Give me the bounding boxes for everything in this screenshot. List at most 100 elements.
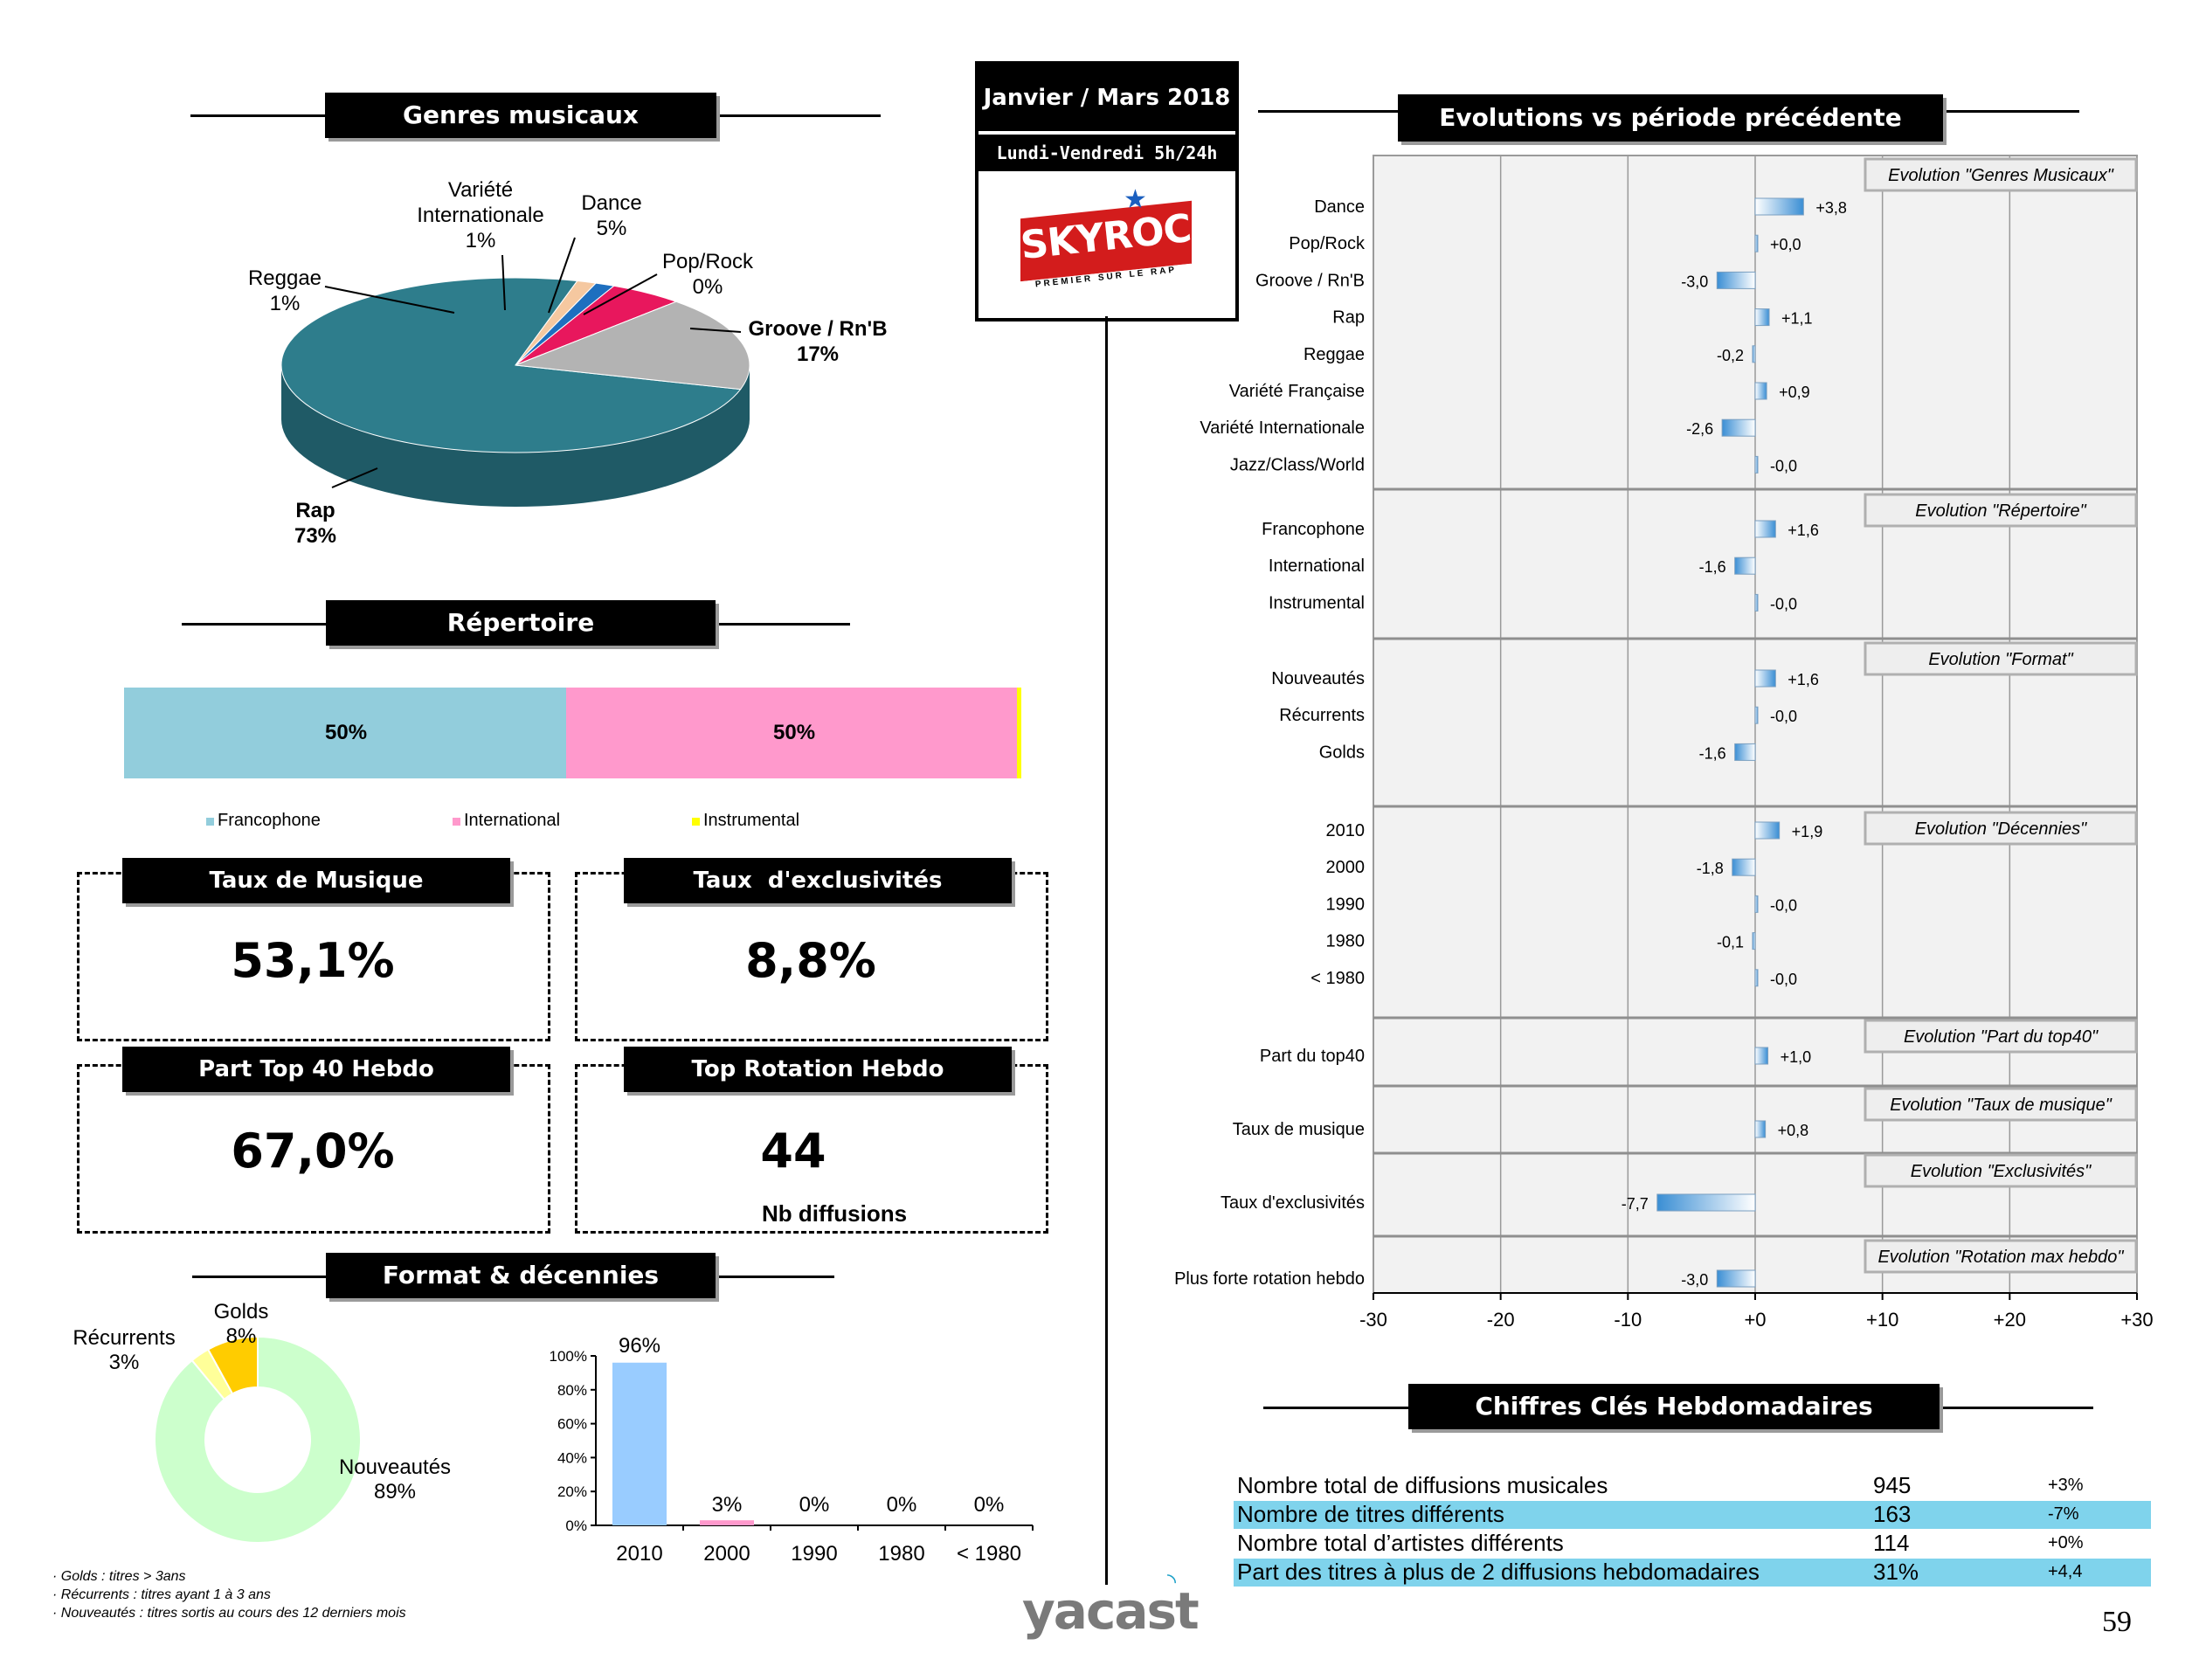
pie-label-rap: Rap 73% bbox=[294, 499, 337, 548]
table-row: Part des titres à plus de 2 diffusions h… bbox=[1234, 1559, 2151, 1587]
pie-slice bbox=[515, 301, 750, 391]
footnote: · Nouveautés : titres sortis au cours de… bbox=[52, 1606, 406, 1621]
data-label: 0% bbox=[887, 1493, 917, 1517]
donut-slice bbox=[154, 1335, 362, 1544]
data-label: -7,7 bbox=[1622, 1195, 1649, 1213]
evolution-group-title: Evolution "Rotation max hebdo" bbox=[1877, 1248, 2124, 1267]
decades-bar-chart: 0% 20% 40% 60% 80% 100% 2010 96% 2000 3% 1990 0% 198… bbox=[550, 1334, 1034, 1566]
data-label: -0,0 bbox=[1770, 708, 1797, 725]
period-title: Janvier / Mars 2018 bbox=[978, 65, 1235, 131]
leader-line bbox=[583, 273, 658, 315]
section-title-genres: Genres musicaux bbox=[325, 93, 716, 138]
pie-label-dance: Dance 5% bbox=[581, 191, 642, 240]
bar bbox=[1754, 1120, 1767, 1138]
table-row: Nombre total d’artistes différents 114 +… bbox=[1234, 1530, 2151, 1558]
data-label: -0,0 bbox=[1770, 457, 1797, 474]
data-label: 0% bbox=[799, 1493, 830, 1517]
format-donut-chart bbox=[154, 1335, 362, 1544]
y-tick-label: 60% bbox=[557, 1416, 587, 1433]
donut-label-golds: Golds 8% bbox=[213, 1300, 269, 1348]
bar-label-international: 50% bbox=[773, 721, 816, 744]
data-label: +0,9 bbox=[1779, 384, 1810, 401]
yacast-logo: yacast ◝ bbox=[1022, 1569, 1200, 1641]
y-tick-label: 40% bbox=[557, 1449, 587, 1466]
bar-segment-instrumental bbox=[1017, 688, 1021, 778]
evolution-group-title-box bbox=[1864, 1087, 2138, 1122]
leader-line bbox=[548, 237, 576, 314]
y-tick-label: 100% bbox=[550, 1348, 587, 1365]
row-label: < 1980 bbox=[1310, 969, 1365, 988]
x-tick-label: +20 bbox=[1994, 1309, 2026, 1331]
section-title-chiffres: Chiffres Clés Hebdomadaires bbox=[1408, 1384, 1940, 1429]
table-row: Nombre total de diffusions musicales 945… bbox=[1234, 1472, 2151, 1500]
row-label: Nouveautés bbox=[1271, 669, 1365, 688]
pie-side bbox=[281, 365, 750, 507]
legend-instrumental: Instrumental bbox=[692, 811, 799, 831]
donut-label-recurrents: Récurrents 3% bbox=[73, 1326, 176, 1374]
bar bbox=[1754, 669, 1776, 688]
table-cell-value: 114 bbox=[1873, 1530, 1910, 1556]
footnote: · Récurrents : titres ayant 1 à 3 ans bbox=[52, 1587, 271, 1602]
data-label: -0,2 bbox=[1717, 347, 1744, 364]
bar bbox=[1754, 197, 1804, 216]
row-label: Rap bbox=[1332, 308, 1365, 328]
row-label: Francophone bbox=[1262, 520, 1365, 539]
data-label: -3,0 bbox=[1681, 1271, 1708, 1289]
data-label: +3,8 bbox=[1815, 199, 1847, 217]
bar bbox=[612, 1362, 667, 1525]
row-label: Dance bbox=[1314, 197, 1365, 217]
x-tick-label: -30 bbox=[1359, 1309, 1387, 1331]
page-number: 59 bbox=[2102, 1606, 2132, 1638]
data-label: -2,6 bbox=[1686, 420, 1713, 438]
evolution-group-title: Evolution "Répertoire" bbox=[1915, 501, 2086, 521]
data-label: +1,6 bbox=[1788, 522, 1819, 539]
row-label: Golds bbox=[1319, 743, 1365, 762]
data-label: 96% bbox=[619, 1334, 660, 1358]
row-label: Taux de musique bbox=[1233, 1120, 1365, 1139]
x-tick-label: +30 bbox=[2120, 1309, 2153, 1331]
bar-segment-francophone bbox=[124, 688, 566, 778]
bar bbox=[1716, 271, 1756, 289]
x-tick-label: 2010 bbox=[616, 1542, 662, 1566]
table-cell-label: Nombre total de diffusions musicales bbox=[1237, 1472, 1608, 1498]
bar bbox=[1754, 895, 1759, 913]
bar bbox=[1754, 969, 1759, 987]
evolution-group-title-box bbox=[1864, 811, 2138, 846]
evolution-group-title-box bbox=[1864, 157, 2138, 192]
bar bbox=[1754, 455, 1759, 474]
evolution-group-title-box bbox=[1864, 1239, 2138, 1274]
evolution-group-title: Evolution "Part du top40" bbox=[1904, 1027, 2099, 1047]
section-title-repertoire: Répertoire bbox=[326, 600, 716, 646]
kpi-title-part-top40: Part Top 40 Hebdo bbox=[122, 1047, 510, 1092]
leader-line bbox=[331, 467, 378, 488]
bar bbox=[1734, 557, 1756, 575]
bar bbox=[1754, 1047, 1769, 1065]
row-label: International bbox=[1269, 557, 1365, 576]
evolution-group-title: Evolution "Taux de musique" bbox=[1890, 1096, 2113, 1115]
evolution-group-title: Evolution "Décennies" bbox=[1915, 819, 2087, 839]
table-cell-value: 31% bbox=[1873, 1559, 1919, 1585]
x-tick-label: -10 bbox=[1614, 1309, 1642, 1331]
x-tick-label: 2000 bbox=[703, 1542, 750, 1566]
genres-pie-chart bbox=[280, 237, 750, 507]
data-label: -1,8 bbox=[1697, 860, 1724, 877]
x-tick-label: +10 bbox=[1866, 1309, 1898, 1331]
row-label: Reggae bbox=[1303, 345, 1365, 364]
kpi-title-taux-musique: Taux de Musique bbox=[122, 858, 510, 903]
pie-label-var-int: Variété Internationale 1% bbox=[417, 178, 544, 252]
table-row: Nombre de titres différents 163 -7% bbox=[1234, 1501, 2151, 1529]
evolution-group-title-box bbox=[1864, 641, 2138, 676]
data-label: -0,0 bbox=[1770, 595, 1797, 612]
row-label: Taux d'exclusivités bbox=[1221, 1193, 1365, 1213]
x-tick-label: < 1980 bbox=[957, 1542, 1021, 1566]
data-label: 3% bbox=[712, 1493, 743, 1517]
signal-icon: ◝ bbox=[1167, 1569, 1176, 1595]
bar bbox=[1754, 821, 1781, 840]
kpi-value-part-top40: 67,0% bbox=[231, 1123, 395, 1179]
data-label: -0,1 bbox=[1717, 934, 1744, 951]
kpi-value-top-rotation: 44 bbox=[760, 1123, 826, 1179]
pie-slice bbox=[280, 277, 742, 453]
key-figures-table: Nombre total de diffusions musicales 945… bbox=[1234, 1472, 2151, 1594]
table-cell-change: -7% bbox=[2048, 1504, 2079, 1524]
x-tick-label: -20 bbox=[1487, 1309, 1515, 1331]
